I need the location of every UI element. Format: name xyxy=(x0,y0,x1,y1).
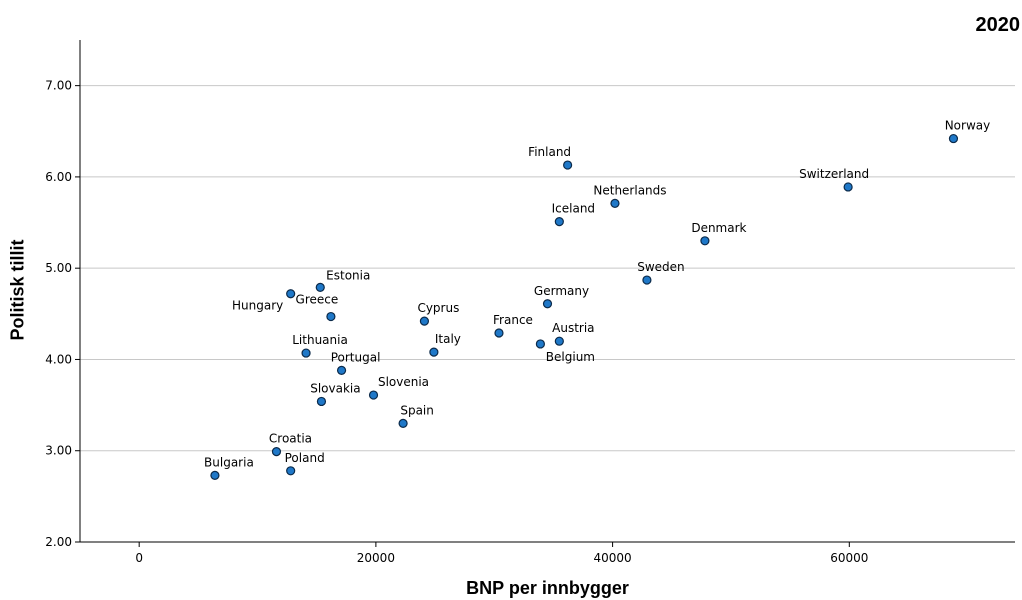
data-point xyxy=(700,236,710,246)
y-tick-label: 2.00 xyxy=(45,535,72,549)
point-label: Denmark xyxy=(691,221,746,235)
data-point xyxy=(286,466,296,476)
x-tick-label: 20000 xyxy=(357,551,395,565)
data-point xyxy=(326,311,336,322)
axis-ticks: 2.00 3.00 4.00 5.00 6.00 7.00 0 20000 40000 60000 xyxy=(45,79,868,565)
data-point xyxy=(271,447,282,457)
data-point xyxy=(554,217,564,227)
data-point xyxy=(336,365,347,376)
point-label: Hungary xyxy=(232,299,283,313)
point-label: Poland xyxy=(285,451,325,465)
data-point xyxy=(843,182,853,192)
point-label: Estonia xyxy=(326,268,370,282)
point-label: Austria xyxy=(552,321,594,335)
point-label: Switzerland xyxy=(799,167,869,181)
point-labels: Norway Switzerland Finland Netherlands Icela… xyxy=(204,119,990,470)
point-label: Norway xyxy=(945,119,991,133)
data-point xyxy=(316,396,327,407)
point-label: Italy xyxy=(435,332,461,346)
data-points xyxy=(210,133,959,480)
point-label: Spain xyxy=(400,403,434,417)
data-point xyxy=(948,133,959,144)
y-tick-label: 6.00 xyxy=(45,170,72,184)
y-axis-label: Politisk tillit xyxy=(7,239,28,341)
x-tick-label: 0 xyxy=(135,551,143,565)
data-point xyxy=(429,347,439,357)
point-label: Greece xyxy=(296,293,339,307)
y-tick-label: 4.00 xyxy=(45,352,72,366)
gridlines xyxy=(80,85,1015,452)
point-label: Belgium xyxy=(546,350,595,364)
data-point xyxy=(494,328,504,338)
point-label: Portugal xyxy=(331,350,381,364)
point-label: Sweden xyxy=(637,260,684,274)
data-point xyxy=(563,160,573,170)
x-tick-label: 60000 xyxy=(830,551,868,565)
point-label: Slovakia xyxy=(310,381,360,395)
data-point xyxy=(642,275,652,285)
data-point xyxy=(368,390,379,400)
point-label: France xyxy=(493,313,533,327)
data-point xyxy=(542,299,553,309)
point-label: Cyprus xyxy=(417,301,459,315)
data-point xyxy=(210,470,220,480)
point-label: Croatia xyxy=(269,432,312,446)
point-label: Netherlands xyxy=(593,183,666,197)
chart-title: 2020 xyxy=(975,14,1021,36)
point-label: Bulgaria xyxy=(204,455,254,469)
data-point xyxy=(398,418,408,428)
point-label: Finland xyxy=(528,145,571,159)
x-axis-label: BNP per innbygger xyxy=(466,578,629,598)
point-label: Germany xyxy=(534,284,589,298)
data-point xyxy=(286,289,296,299)
data-point xyxy=(301,348,311,358)
data-point xyxy=(419,316,430,326)
y-tick-label: 7.00 xyxy=(45,79,72,93)
x-tick-label: 40000 xyxy=(594,551,632,565)
y-tick-label: 5.00 xyxy=(45,261,72,275)
data-point xyxy=(610,198,620,208)
point-label: Slovenia xyxy=(378,375,429,389)
data-point xyxy=(315,282,325,292)
data-point xyxy=(554,336,564,346)
point-label: Iceland xyxy=(552,202,595,216)
point-label: Lithuania xyxy=(292,333,348,347)
data-point xyxy=(535,339,545,349)
y-tick-label: 3.00 xyxy=(45,444,72,458)
